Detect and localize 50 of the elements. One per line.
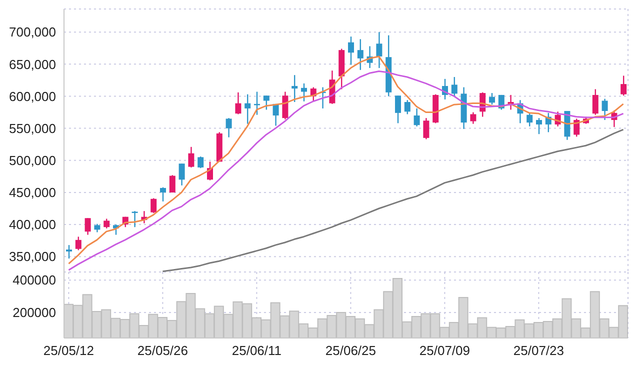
x-tick-label: 25/06/25 [325, 343, 376, 358]
candlestick [357, 38, 364, 71]
candlestick [188, 146, 194, 168]
y-tick-label: 500,000 [9, 153, 56, 168]
y-tick-label: 400,000 [9, 217, 56, 232]
y-tick-label: 600,000 [9, 88, 56, 104]
candlestick [263, 95, 270, 110]
candlestick [104, 218, 110, 229]
candlestick [150, 198, 157, 214]
candlestick [160, 186, 166, 202]
y-tick-label: 550,000 [9, 120, 56, 136]
candlestick [282, 91, 288, 120]
y-tick-label: 450,000 [9, 185, 56, 200]
y-tick-label: 350,000 [9, 249, 56, 264]
candlestick [470, 112, 476, 124]
candlestick [178, 162, 185, 186]
candlestick [376, 31, 382, 69]
candlestick [451, 76, 458, 97]
x-tick-label: 25/06/11 [232, 343, 282, 358]
candlestick [620, 75, 627, 96]
candlestick [292, 74, 298, 103]
candlestick [602, 98, 608, 121]
candlestick [66, 244, 72, 260]
x-tick-label: 25/05/26 [137, 343, 188, 358]
candlestick [526, 112, 533, 127]
candlestick [395, 95, 401, 124]
candlestick [226, 117, 232, 138]
y-tick-label: 700,000 [9, 24, 56, 40]
x-tick-label: 25/05/12 [43, 343, 94, 358]
candlestick [132, 210, 138, 228]
candlestick [244, 94, 251, 124]
candlestick [423, 117, 430, 140]
y-tick-label: 400000 [12, 272, 56, 288]
line-series [162, 128, 624, 272]
candlestick [301, 82, 307, 102]
candlestick [235, 92, 242, 115]
candlestick [536, 117, 542, 135]
candlestick [84, 218, 91, 236]
y-tick-label: 650,000 [9, 56, 56, 72]
candlestick [169, 174, 176, 194]
candlestick [489, 92, 495, 106]
y-tick-label: 200000 [12, 305, 56, 320]
x-tick-label: 25/07/09 [419, 343, 470, 358]
candlestick [592, 88, 598, 116]
candlestick [75, 236, 82, 251]
candlestick [414, 108, 420, 127]
candlestick [404, 99, 410, 115]
x-tick-label: 25/07/23 [513, 343, 564, 358]
candlestick [198, 156, 204, 169]
candlestick [348, 36, 354, 66]
